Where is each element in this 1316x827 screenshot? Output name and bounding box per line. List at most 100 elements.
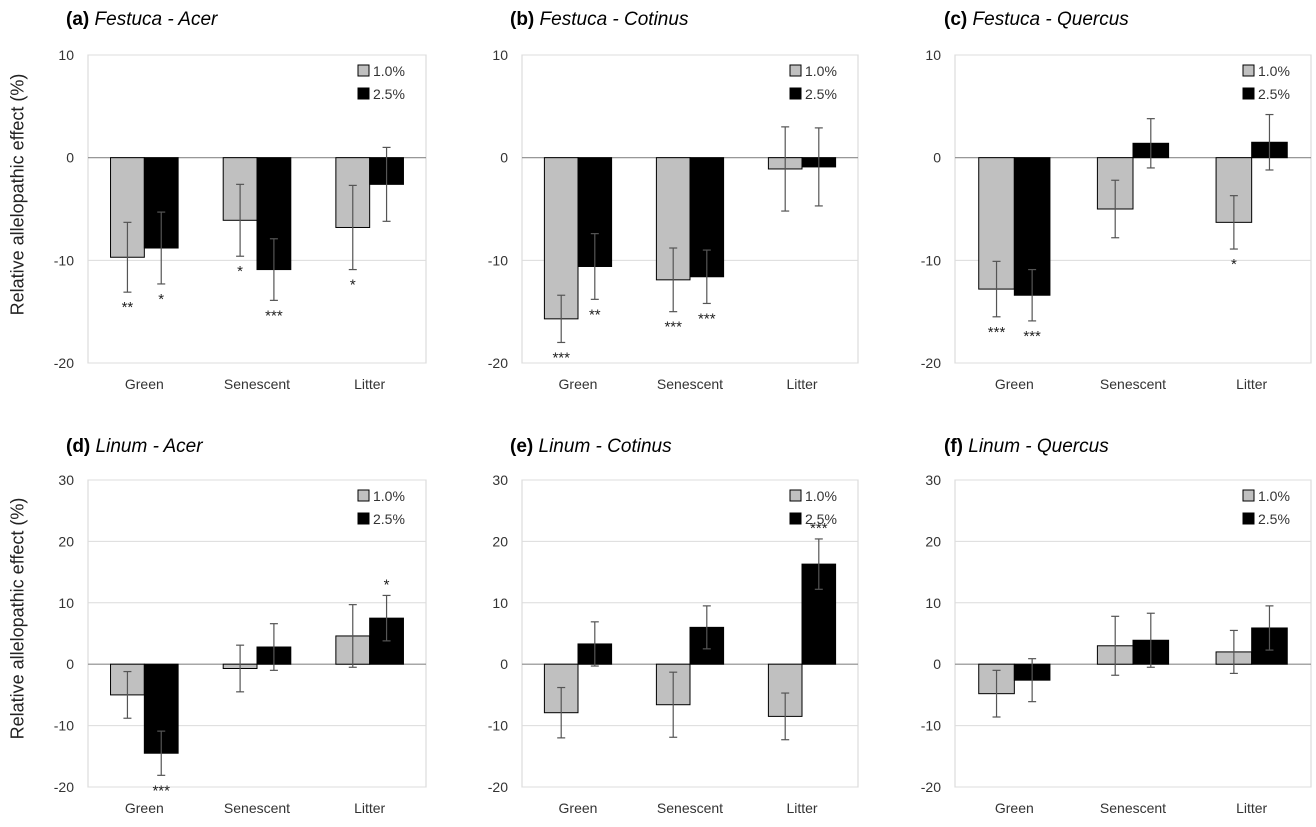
legend-label: 1.0%	[373, 63, 405, 79]
significance-label: *	[350, 277, 356, 294]
y-tick-label: 30	[492, 472, 508, 488]
significance-label: ***	[152, 782, 170, 799]
y-tick-label: -20	[488, 355, 508, 371]
y-tick-label: 0	[500, 656, 508, 672]
x-tick-label: Green	[559, 800, 598, 816]
x-tick-label: Senescent	[657, 800, 723, 816]
y-tick-label: 30	[925, 472, 941, 488]
x-tick-label: Senescent	[1100, 800, 1166, 816]
significance-label: ***	[265, 307, 283, 324]
panel-title-b: (b) Festuca - Cotinus	[510, 9, 688, 31]
y-tick-label: 10	[492, 47, 508, 63]
significance-label: ***	[664, 319, 682, 336]
x-tick-label: Green	[995, 800, 1034, 816]
legend-label: 1.0%	[373, 488, 405, 504]
x-tick-label: Litter	[354, 376, 385, 392]
y-tick-label: 0	[933, 150, 941, 166]
legend-swatch	[1242, 512, 1255, 525]
y-tick-label: -20	[54, 779, 74, 795]
significance-label: ***	[698, 310, 716, 327]
legend-swatch	[1242, 64, 1255, 77]
y-tick-label: -10	[54, 718, 74, 734]
legend-label: 1.0%	[1258, 488, 1290, 504]
panel-letter: (e)	[510, 436, 534, 457]
y-axis-label-bottom: Relative allelopathic effect (%)	[7, 497, 28, 740]
y-tick-label: 10	[58, 47, 74, 63]
significance-label: ***	[552, 349, 570, 366]
legend-swatch	[357, 489, 370, 502]
y-tick-label: -10	[921, 252, 941, 268]
bar	[1013, 157, 1051, 296]
y-tick-label: 10	[492, 595, 508, 611]
panel-letter: (a)	[66, 9, 90, 30]
panel-species: Festuca - Acer	[94, 9, 218, 30]
legend-label: 2.5%	[805, 86, 837, 102]
y-tick-label: -20	[488, 779, 508, 795]
significance-label: *	[1231, 256, 1237, 273]
y-tick-label: 20	[58, 533, 74, 549]
significance-label: **	[122, 299, 134, 316]
y-tick-label: 20	[925, 533, 941, 549]
x-tick-label: Senescent	[657, 376, 723, 392]
legend-label: 1.0%	[1258, 63, 1290, 79]
y-tick-label: -10	[488, 252, 508, 268]
y-tick-label: -20	[54, 355, 74, 371]
legend-swatch	[1242, 87, 1255, 100]
significance-label: ***	[810, 520, 828, 537]
y-tick-label: 0	[933, 656, 941, 672]
x-tick-label: Senescent	[224, 376, 290, 392]
panel-letter: (f)	[944, 436, 963, 457]
legend-label: 2.5%	[373, 86, 405, 102]
y-tick-label: 0	[500, 150, 508, 166]
y-tick-label: 10	[58, 595, 74, 611]
panel-species: Linum - Quercus	[968, 436, 1109, 457]
significance-label: ***	[988, 324, 1006, 341]
x-tick-label: Green	[125, 376, 164, 392]
panel-species: Linum - Cotinus	[538, 436, 672, 457]
panel-species: Festuca - Cotinus	[539, 9, 689, 30]
legend-swatch	[789, 64, 802, 77]
x-tick-label: Green	[559, 376, 598, 392]
significance-label: *	[384, 576, 390, 593]
y-tick-label: 10	[925, 595, 941, 611]
legend-label: 2.5%	[805, 511, 837, 527]
y-tick-label: 0	[66, 656, 74, 672]
panel-letter: (c)	[944, 9, 968, 30]
legend-label: 2.5%	[1258, 511, 1290, 527]
y-tick-label: -20	[921, 355, 941, 371]
legend-label: 1.0%	[805, 488, 837, 504]
legend-label: 2.5%	[1258, 86, 1290, 102]
panel-title-e: (e) Linum - Cotinus	[510, 436, 672, 458]
legend-label: 2.5%	[373, 511, 405, 527]
y-tick-label: -10	[488, 718, 508, 734]
x-tick-label: Litter	[786, 376, 817, 392]
x-tick-label: Green	[995, 376, 1034, 392]
significance-label: ***	[1023, 328, 1041, 345]
x-tick-label: Litter	[1236, 376, 1267, 392]
bar	[543, 157, 579, 320]
significance-label: *	[237, 263, 243, 280]
x-tick-label: Litter	[1236, 800, 1267, 816]
legend-swatch	[357, 64, 370, 77]
panel-letter: (b)	[510, 9, 535, 30]
y-tick-label: -10	[54, 252, 74, 268]
x-tick-label: Green	[125, 800, 164, 816]
legend-swatch	[789, 87, 802, 100]
legend-swatch	[1242, 489, 1255, 502]
legend-label: 1.0%	[805, 63, 837, 79]
legend-swatch	[357, 87, 370, 100]
y-tick-label: 20	[492, 533, 508, 549]
x-tick-label: Litter	[354, 800, 385, 816]
panel-species: Festuca - Quercus	[972, 9, 1129, 30]
panel-title-c: (c) Festuca - Quercus	[944, 9, 1129, 31]
significance-label: *	[158, 291, 164, 308]
panel-title-a: (a) Festuca - Acer	[66, 9, 217, 31]
y-tick-label: 30	[58, 472, 74, 488]
legend-swatch	[357, 512, 370, 525]
x-tick-label: Senescent	[224, 800, 290, 816]
y-tick-label: 10	[925, 47, 941, 63]
y-tick-label: 0	[66, 150, 74, 166]
y-tick-label: -10	[921, 718, 941, 734]
legend-swatch	[789, 512, 802, 525]
